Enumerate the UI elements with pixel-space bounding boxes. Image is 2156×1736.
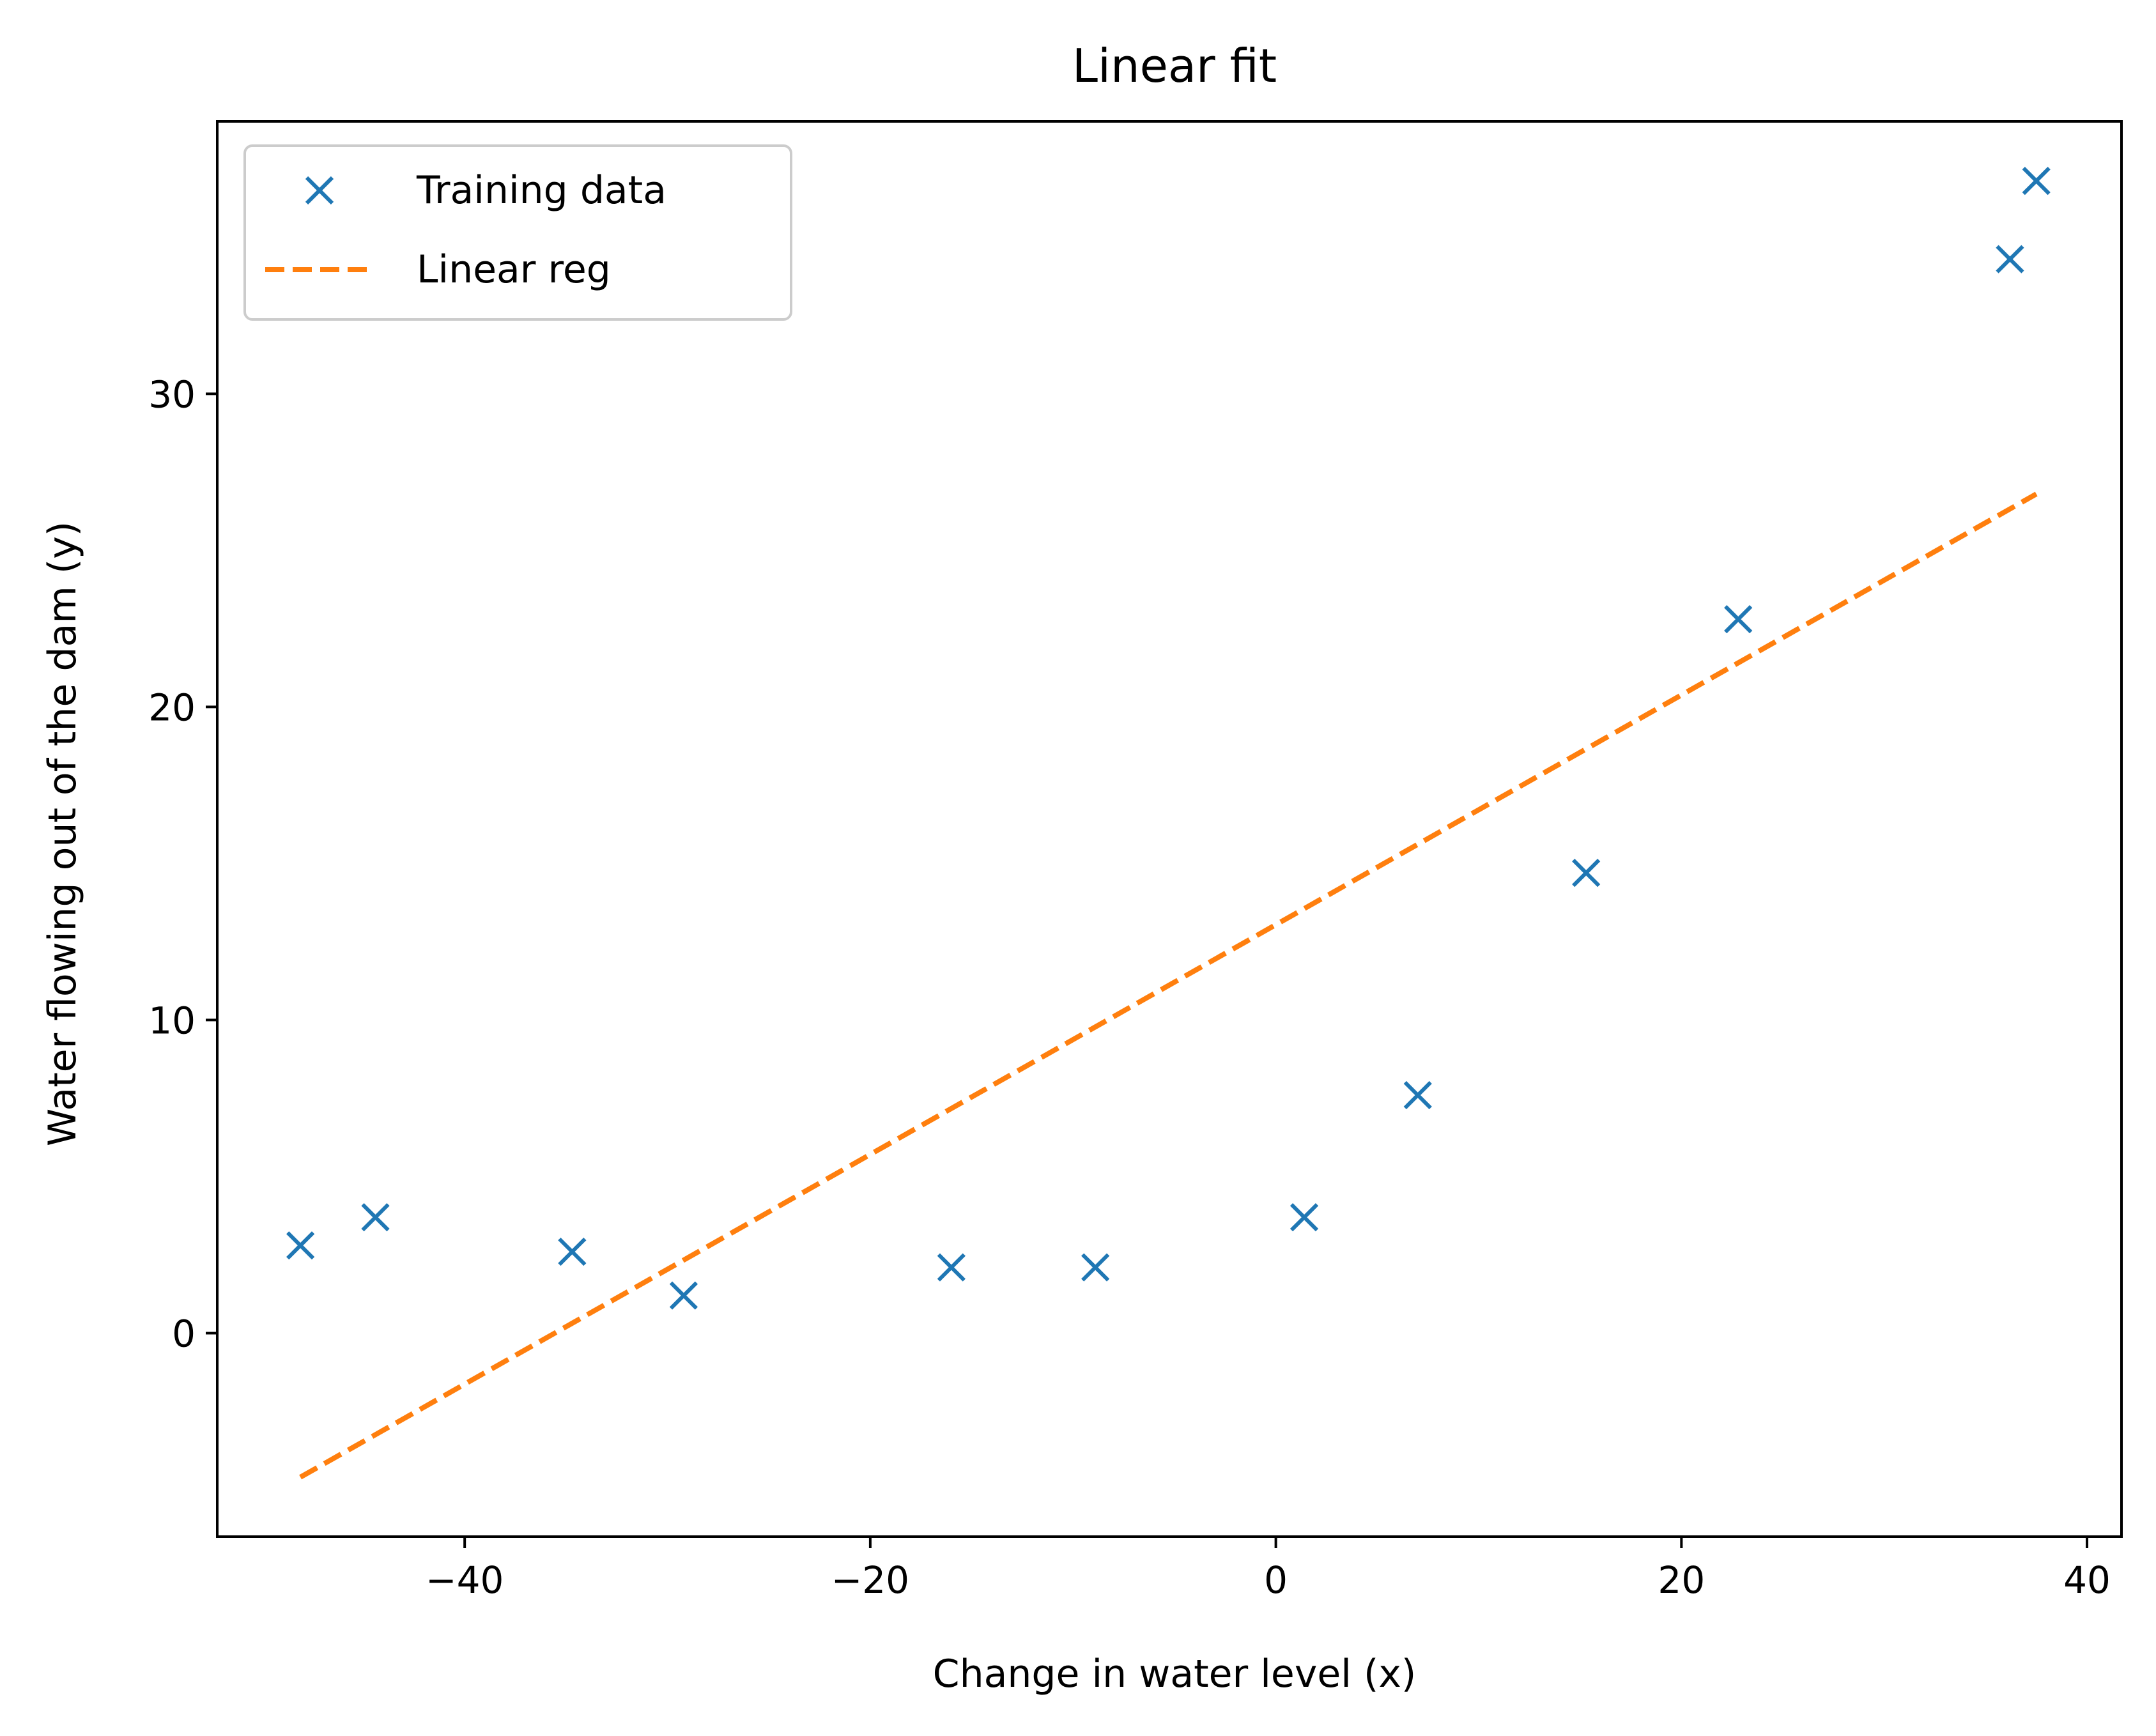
x-tick-label: −20: [831, 1558, 909, 1602]
plot-area: [286, 166, 2051, 1480]
plot-frame: [216, 120, 2123, 1538]
training-data-point: [2022, 166, 2051, 196]
x-tick-label: 0: [1264, 1558, 1288, 1602]
training-data-point: [286, 1231, 315, 1260]
linear-reg-line: [299, 491, 2038, 1480]
x-tick-label: −40: [426, 1558, 504, 1602]
training-data-point: [1572, 858, 1601, 887]
training-data-point: [361, 1203, 390, 1232]
training-data-point: [1403, 1080, 1432, 1110]
training-data-point: [1081, 1253, 1110, 1282]
x-axis: −40 −20 0 20 40: [426, 1537, 2111, 1602]
training-data-point: [669, 1281, 698, 1310]
y-tick-label: 10: [148, 999, 196, 1042]
y-tick-label: 0: [172, 1312, 196, 1355]
y-tick-label: 20: [148, 686, 196, 729]
legend: Training data Linear reg: [243, 144, 792, 321]
x-tick-label: 40: [2063, 1558, 2111, 1602]
x-tick-label: 20: [1658, 1558, 1705, 1602]
x-axis-label: Change in water level (x): [933, 1652, 1417, 1696]
legend-label-linear-reg: Linear reg: [417, 247, 611, 292]
training-data-point: [558, 1237, 587, 1266]
training-data-point: [1996, 245, 2024, 273]
training-data-point: [1724, 605, 1753, 634]
y-tick-label: 30: [148, 373, 196, 416]
chart-title: Linear fit: [1072, 39, 1277, 93]
legend-training-marker-icon: [305, 176, 334, 205]
training-data-point: [1290, 1203, 1319, 1232]
legend-box: [243, 144, 792, 321]
y-axis: 0 10 20 30: [148, 373, 217, 1355]
y-axis-label: Water flowing out of the dam (y): [40, 521, 85, 1146]
training-data-point: [937, 1253, 966, 1282]
legend-label-training-data: Training data: [416, 168, 666, 213]
